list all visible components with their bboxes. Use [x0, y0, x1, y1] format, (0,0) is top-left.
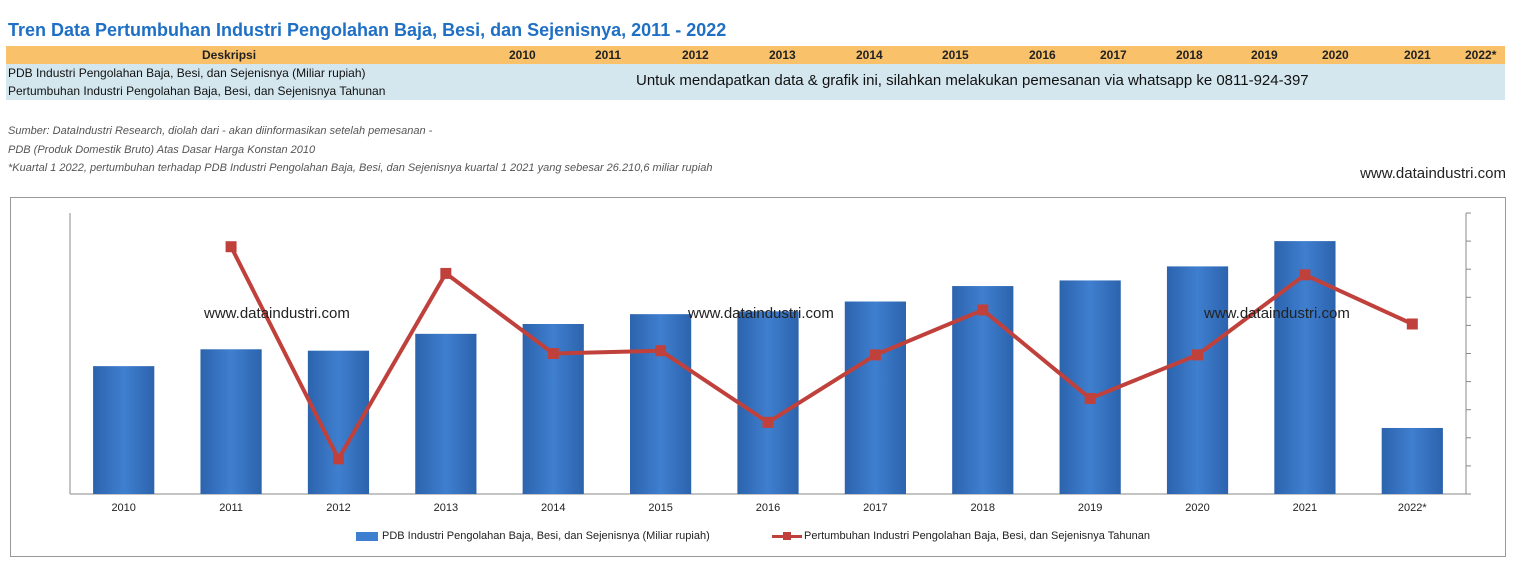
chart-frame: 2010 2011 2012 2013 2014 2015 2016 2017 2018 2019…: [10, 197, 1506, 557]
bar: [737, 311, 799, 494]
table-year: 2010: [509, 48, 536, 62]
line-point: [225, 241, 237, 253]
watermark: www.dataindustri.com: [1204, 305, 1350, 322]
bar: [1166, 266, 1229, 494]
legend-bar-swatch: [356, 531, 378, 541]
page-title: Tren Data Pertumbuhan Industri Pengolaha…: [8, 20, 727, 40]
line-point: [1299, 269, 1311, 281]
pdb-note: PDB (Produk Domestik Bruto) Atas Dasar H…: [8, 144, 316, 156]
line-point: [869, 349, 881, 361]
x-tick-label: 2021: [1293, 502, 1317, 514]
table-year: 2013: [769, 48, 796, 62]
x-tick-label: 2012: [326, 502, 350, 514]
watermark: www.dataindustri.com: [204, 305, 350, 322]
x-tick-label: 2014: [541, 502, 565, 514]
watermark: www.dataindustri.com: [688, 305, 834, 322]
table-header-row: Deskripsi 2010 2011 2012 2013 2014 2015 …: [6, 46, 1505, 64]
table-row-label: PDB Industri Pengolahan Baja, Besi, dan …: [8, 66, 366, 80]
table-header-label: Deskripsi: [202, 48, 257, 62]
bar: [93, 366, 155, 494]
x-tick-label: 2020: [1185, 502, 1209, 514]
growth-line: [229, 245, 1414, 461]
table-year: 2016: [1029, 48, 1056, 62]
table-year: 2015: [942, 48, 969, 62]
bar: [200, 349, 262, 494]
legend-line-swatch: [772, 530, 802, 542]
table-row-label: Pertumbuhan Industri Pengolahan Baja, Be…: [8, 84, 386, 98]
combo-chart: 2010 2011 2012 2013 2014 2015 2016 2017 2018 2019…: [69, 212, 1471, 514]
source-note: Sumber: DataIndustri Research, diolah da…: [8, 125, 433, 137]
line-point: [1192, 349, 1204, 361]
line-point: [440, 267, 452, 279]
x-tick-label: 2013: [434, 502, 458, 514]
line-point: [1406, 318, 1418, 330]
table-body: PDB Industri Pengolahan Baja, Besi, dan …: [6, 64, 1505, 100]
x-tick-label: 2016: [756, 502, 780, 514]
table-year: 2020: [1322, 48, 1349, 62]
line-point: [977, 304, 989, 316]
bar: [415, 333, 477, 494]
x-tick-label: 2022*: [1398, 502, 1427, 514]
table-year: 2014: [856, 48, 883, 62]
line-point: [1084, 392, 1096, 404]
x-tick-label: 2018: [971, 502, 995, 514]
line-point: [332, 453, 344, 465]
x-tick-label: 2019: [1078, 502, 1102, 514]
data-table: Deskripsi 2010 2011 2012 2013 2014 2015 …: [6, 46, 1505, 100]
table-year: 2011: [595, 48, 622, 62]
line-point: [547, 348, 559, 359]
table-year: 2018: [1176, 48, 1203, 62]
legend-item-line: Pertumbuhan Industri Pengolahan Baja, Be…: [772, 530, 1150, 542]
order-message: Untuk mendapatkan data & grafik ini, sil…: [636, 72, 1309, 89]
website-label: www.dataindustri.com: [1360, 165, 1506, 182]
bar: [844, 301, 906, 494]
legend-line-label: Pertumbuhan Industri Pengolahan Baja, Be…: [804, 530, 1150, 542]
table-year: 2017: [1100, 48, 1127, 62]
legend-item-bar: PDB Industri Pengolahan Baja, Besi, dan …: [356, 530, 710, 542]
table-year: 2022*: [1465, 48, 1497, 62]
legend-bar-label: PDB Industri Pengolahan Baja, Besi, dan …: [382, 530, 710, 542]
line-point: [762, 416, 774, 428]
x-tick-label: 2011: [219, 502, 243, 514]
x-tick-label: 2010: [111, 502, 135, 514]
table-year: 2021: [1404, 48, 1431, 62]
x-tick-label: 2015: [648, 502, 672, 514]
line-point: [655, 345, 667, 357]
bar: [630, 314, 692, 494]
x-tick-label: 2017: [863, 502, 887, 514]
quarter-note: *Kuartal 1 2022, pertumbuhan terhadap PD…: [8, 162, 713, 174]
table-year: 2012: [682, 48, 709, 62]
bar: [1381, 427, 1443, 494]
bar: [1059, 280, 1121, 494]
table-year: 2019: [1251, 48, 1278, 62]
bar: [952, 286, 1014, 494]
